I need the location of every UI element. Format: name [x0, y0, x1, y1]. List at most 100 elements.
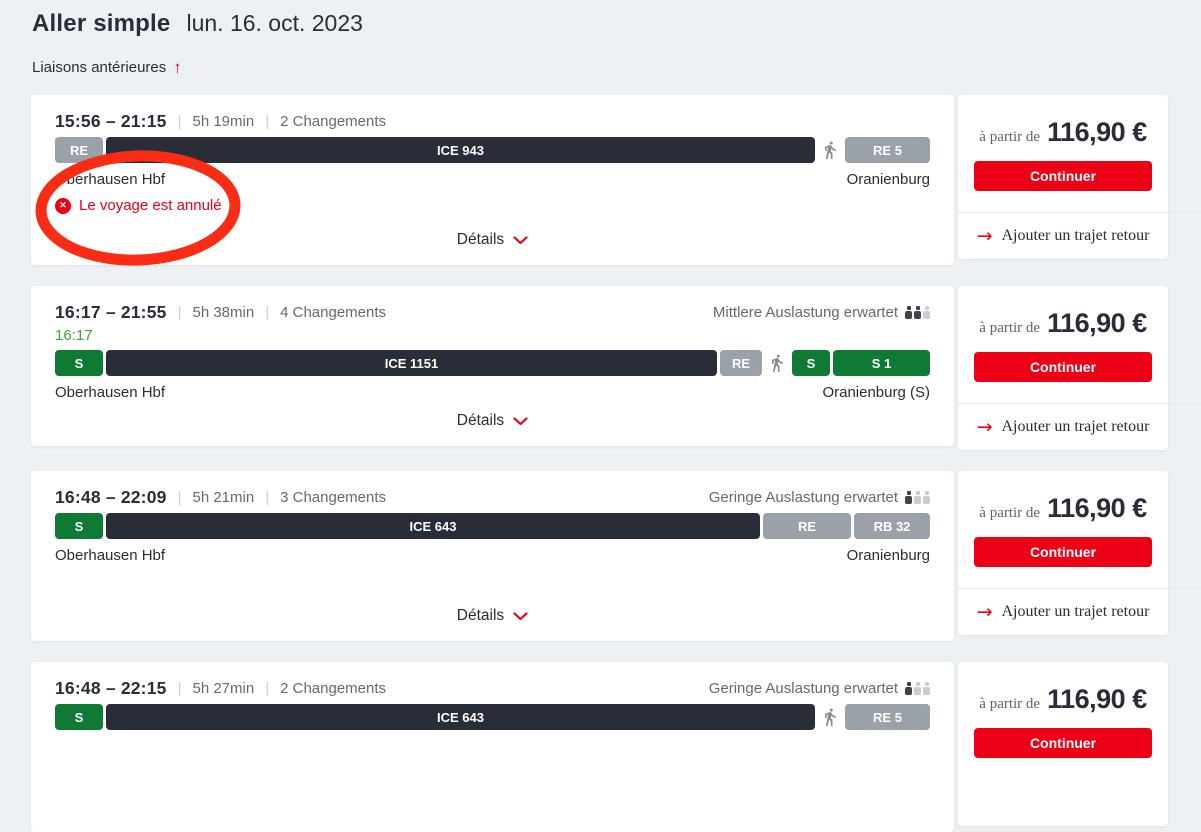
occupancy-icon: [905, 490, 930, 504]
transport-badge: S: [55, 350, 103, 376]
transport-badge: RE: [720, 350, 762, 376]
price-panel: à partir de 116,90 € Continuer → Ajouter…: [958, 471, 1201, 635]
transport-badge: RE 5: [845, 704, 930, 730]
price-prefix: à partir de: [979, 695, 1041, 712]
walking-icon: [765, 353, 789, 373]
details-label: Détails: [456, 412, 505, 429]
price-panel: à partir de 116,90 € Continuer → Ajouter…: [958, 95, 1201, 259]
journey-row: 16:17 – 21:55 5h 38min 4 Changements Mit…: [31, 286, 1201, 450]
destination-station: Oranienburg: [846, 547, 930, 564]
occupancy-indicator: Mittlere Auslastung erwartet: [713, 304, 930, 321]
journey-times: 16:48 – 22:15: [55, 677, 167, 698]
transport-badge: RB 32: [854, 513, 930, 539]
transport-badge: S: [792, 350, 830, 376]
separator: [265, 680, 269, 697]
destination-station: Oranienburg: [846, 171, 930, 188]
transport-badge: RE 5: [845, 137, 930, 163]
transport-segments: S ICE 1151 RE S S 1: [55, 350, 930, 376]
price-value: 116,90 €: [1047, 683, 1147, 714]
details-label: Détails: [456, 231, 505, 248]
panel-divider: [958, 212, 1201, 213]
destination-station: Oranienburg (S): [822, 384, 930, 401]
separator: [178, 680, 182, 697]
add-return-link[interactable]: → Ajouter un trajet retour: [958, 404, 1168, 450]
cancellation-notice: ✕ Le voyage est annulé: [55, 197, 930, 214]
continue-button[interactable]: Continuer: [974, 536, 1152, 567]
journey-duration: 5h 21min: [192, 488, 255, 506]
continue-button[interactable]: Continuer: [974, 160, 1152, 191]
details-toggle[interactable]: Détails: [55, 607, 930, 625]
earlier-connections-link[interactable]: Liaisons antérieures ↑: [32, 58, 182, 76]
panel-divider: [958, 588, 1201, 589]
transport-segments: S ICE 643 RE 5: [55, 704, 930, 730]
continue-button[interactable]: Continuer: [974, 351, 1152, 382]
separator: [265, 304, 269, 321]
journey-row: 16:48 – 22:15 5h 27min 2 Changements Ger…: [31, 662, 1201, 832]
chevron-down-icon: [513, 611, 528, 620]
price-value: 116,90 €: [1047, 492, 1147, 523]
price-prefix: à partir de: [979, 504, 1041, 521]
page-title: Aller simple: [32, 10, 171, 37]
origin-station: Oberhausen Hbf: [55, 384, 166, 401]
price-value: 116,90 €: [1047, 116, 1147, 147]
transport-badge: ICE 643: [106, 513, 760, 539]
occupancy-text: Geringe Auslastung erwartet: [708, 488, 898, 506]
add-return-label: Ajouter un trajet retour: [1001, 418, 1150, 435]
add-return-link[interactable]: → Ajouter un trajet retour: [958, 589, 1168, 635]
occupancy-indicator: Geringe Auslastung erwartet: [709, 680, 930, 697]
journey-card: 16:48 – 22:15 5h 27min 2 Changements Ger…: [31, 662, 954, 832]
add-return-label: Ajouter un trajet retour: [1001, 227, 1150, 244]
separator: [178, 489, 182, 506]
travel-date: lun. 16. oct. 2023: [186, 10, 363, 36]
journey-duration: 5h 38min: [192, 303, 255, 321]
price-prefix: à partir de: [979, 128, 1041, 145]
transport-badge: S: [55, 704, 103, 730]
details-toggle[interactable]: Détails: [55, 412, 930, 430]
transport-badge: S 1: [833, 350, 930, 376]
transport-badge: ICE 943: [106, 137, 815, 163]
journey-times: 16:48 – 22:09: [55, 486, 167, 507]
occupancy-icon: [905, 681, 930, 695]
journey-duration: 5h 27min: [192, 679, 255, 697]
live-departure-time: 16:17: [55, 327, 93, 344]
occupancy-indicator: Geringe Auslastung erwartet: [709, 489, 930, 506]
occupancy-icon: [905, 305, 930, 319]
journey-changes: 4 Changements: [280, 303, 387, 321]
occupancy-text: Geringe Auslastung erwartet: [708, 679, 898, 697]
journey-times: 16:17 – 21:55: [55, 301, 167, 322]
origin-station: Oberhausen Hbf: [55, 547, 166, 564]
continue-button[interactable]: Continuer: [974, 727, 1152, 758]
transport-segments: RE ICE 943 RE 5: [55, 137, 930, 163]
chevron-down-icon: [513, 416, 528, 425]
add-return-label: Ajouter un trajet retour: [1001, 603, 1150, 620]
journey-duration: 5h 19min: [192, 112, 255, 130]
journey-row: 15:56 – 21:15 5h 19min 2 Changements RE …: [31, 95, 1201, 265]
journey-card: 16:48 – 22:09 5h 21min 3 Changements Ger…: [31, 471, 954, 641]
journey-changes: 2 Changements: [280, 679, 387, 697]
cancellation-text: Le voyage est annulé: [79, 197, 222, 214]
journey-row: 16:48 – 22:09 5h 21min 3 Changements Ger…: [31, 471, 1201, 641]
panel-divider: [958, 403, 1201, 404]
walking-icon: [818, 707, 842, 727]
earlier-connections-label: Liaisons antérieures: [32, 58, 167, 76]
price-value: 116,90 €: [1047, 307, 1147, 338]
transport-badge: RE: [55, 137, 103, 163]
separator: [265, 113, 269, 130]
separator: [178, 113, 182, 130]
transport-segments: S ICE 643 RE RB 32: [55, 513, 930, 539]
add-return-link[interactable]: → Ajouter un trajet retour: [958, 213, 1168, 259]
walking-icon: [818, 140, 842, 160]
transport-badge: RE: [763, 513, 851, 539]
separator: [178, 304, 182, 321]
occupancy-text: Mittlere Auslastung erwartet: [712, 303, 898, 321]
transport-badge: ICE 1151: [106, 350, 717, 376]
journey-times: 15:56 – 21:15: [55, 110, 167, 131]
cancelled-icon: ✕: [55, 197, 71, 214]
page-header: Aller simple lun. 16. oct. 2023: [32, 10, 1201, 38]
origin-station: Oberhausen Hbf: [55, 171, 166, 188]
journey-card: 15:56 – 21:15 5h 19min 2 Changements RE …: [31, 95, 954, 265]
details-toggle[interactable]: Détails: [55, 231, 930, 249]
details-label: Détails: [456, 607, 505, 624]
journey-changes: 3 Changements: [280, 488, 387, 506]
price-panel: à partir de 116,90 € Continuer → Ajouter…: [958, 286, 1201, 450]
